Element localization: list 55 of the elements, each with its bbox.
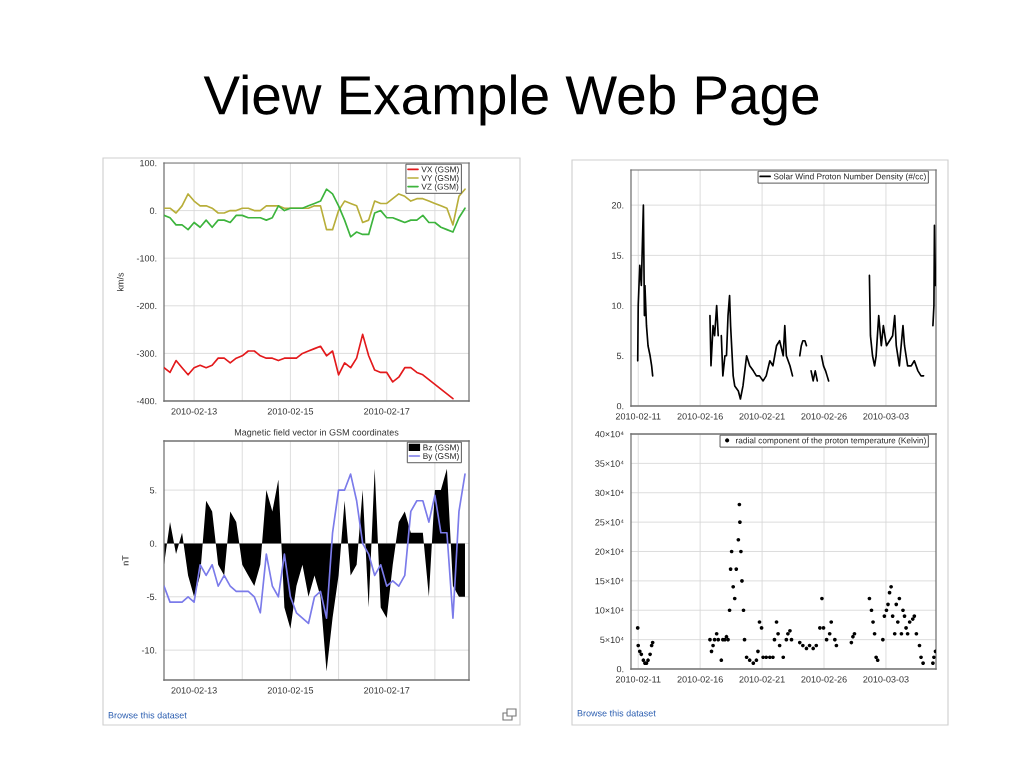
line-series [164, 473, 466, 625]
x-tick-label: 2010-02-15 [267, 687, 314, 694]
line-series [164, 333, 454, 400]
y-tick-label: -10. [141, 647, 157, 654]
y-tick-label: 0. [616, 665, 624, 673]
y-tick-label: 15×10⁴ [595, 577, 624, 585]
chart-title: Magnetic field vector in GSM coordinates [234, 428, 399, 438]
x-tick-label: 2010-02-13 [171, 408, 217, 415]
x-tick-label: 2010-02-17 [364, 687, 410, 694]
x-tick-label: 2010-02-16 [677, 676, 723, 683]
y-tick-label: 10×10⁴ [595, 607, 624, 614]
y-tick-label: -200. [136, 302, 157, 310]
y-tick-label: 100. [140, 159, 157, 167]
y-tick-label: 20. [611, 202, 624, 209]
y-tick-label: -400. [136, 397, 157, 405]
y-tick-label: 30×10⁴ [595, 489, 624, 497]
text: Browse this dataset [577, 709, 656, 717]
y-tick-label: 40×10⁴ [595, 430, 624, 438]
y-tick-label: 0. [149, 540, 157, 547]
x-tick-label: 2010-02-17 [364, 408, 410, 415]
y-tick-label: -5. [146, 593, 157, 601]
x-tick-label: 2010-02-15 [267, 408, 314, 415]
y-tick-label: 10. [612, 302, 624, 309]
x-tick-label: 2010-03-03 [863, 413, 909, 420]
x-tick-label: 2010-02-21 [739, 676, 785, 683]
chart-title: View Example Web Page [203, 74, 819, 126]
legend-label: By (GSM) [423, 452, 459, 461]
legend-label: Solar Wind Proton Number Density (#/cc) [773, 173, 926, 182]
legend-label: VY (GSM) [421, 174, 459, 183]
y-tick-label: -100. [136, 255, 157, 262]
y-axis-title: km/s [116, 272, 124, 291]
x-tick-label: 2010-02-16 [677, 413, 723, 420]
y-tick-label: 5. [616, 352, 624, 360]
legend-label: VX (GSM) [421, 166, 459, 175]
x-tick-label: 2010-02-26 [801, 676, 847, 683]
y-tick-label: 20×10⁴ [595, 548, 624, 555]
y-tick-label: 5×10⁴ [600, 636, 624, 643]
y-tick-label: -300. [136, 350, 157, 357]
y-tick-label: 25×10⁴ [595, 519, 624, 526]
y-tick-label: 5. [149, 487, 157, 494]
y-axis-title: nT [122, 555, 129, 566]
legend-label: radial component of the proton temperature (Kelvin) [736, 437, 926, 446]
x-tick-label: 2010-02-13 [171, 687, 217, 694]
x-tick-label: 2010-02-21 [739, 413, 785, 420]
legend-label: Bz (GSM) [423, 444, 459, 453]
text: Browse this dataset [108, 711, 187, 719]
x-tick-label: 2010-02-11 [615, 676, 661, 683]
x-tick-label: 2010-03-03 [863, 676, 909, 683]
y-tick-label: 35×10⁴ [595, 460, 624, 467]
x-tick-label: 2010-02-11 [615, 413, 661, 420]
y-tick-label: 0. [149, 207, 157, 214]
y-tick-label: 0. [616, 402, 624, 410]
x-tick-label: 2010-02-26 [801, 413, 847, 420]
legend-label: VZ (GSM) [421, 183, 459, 192]
y-tick-label: 15. [612, 252, 624, 259]
